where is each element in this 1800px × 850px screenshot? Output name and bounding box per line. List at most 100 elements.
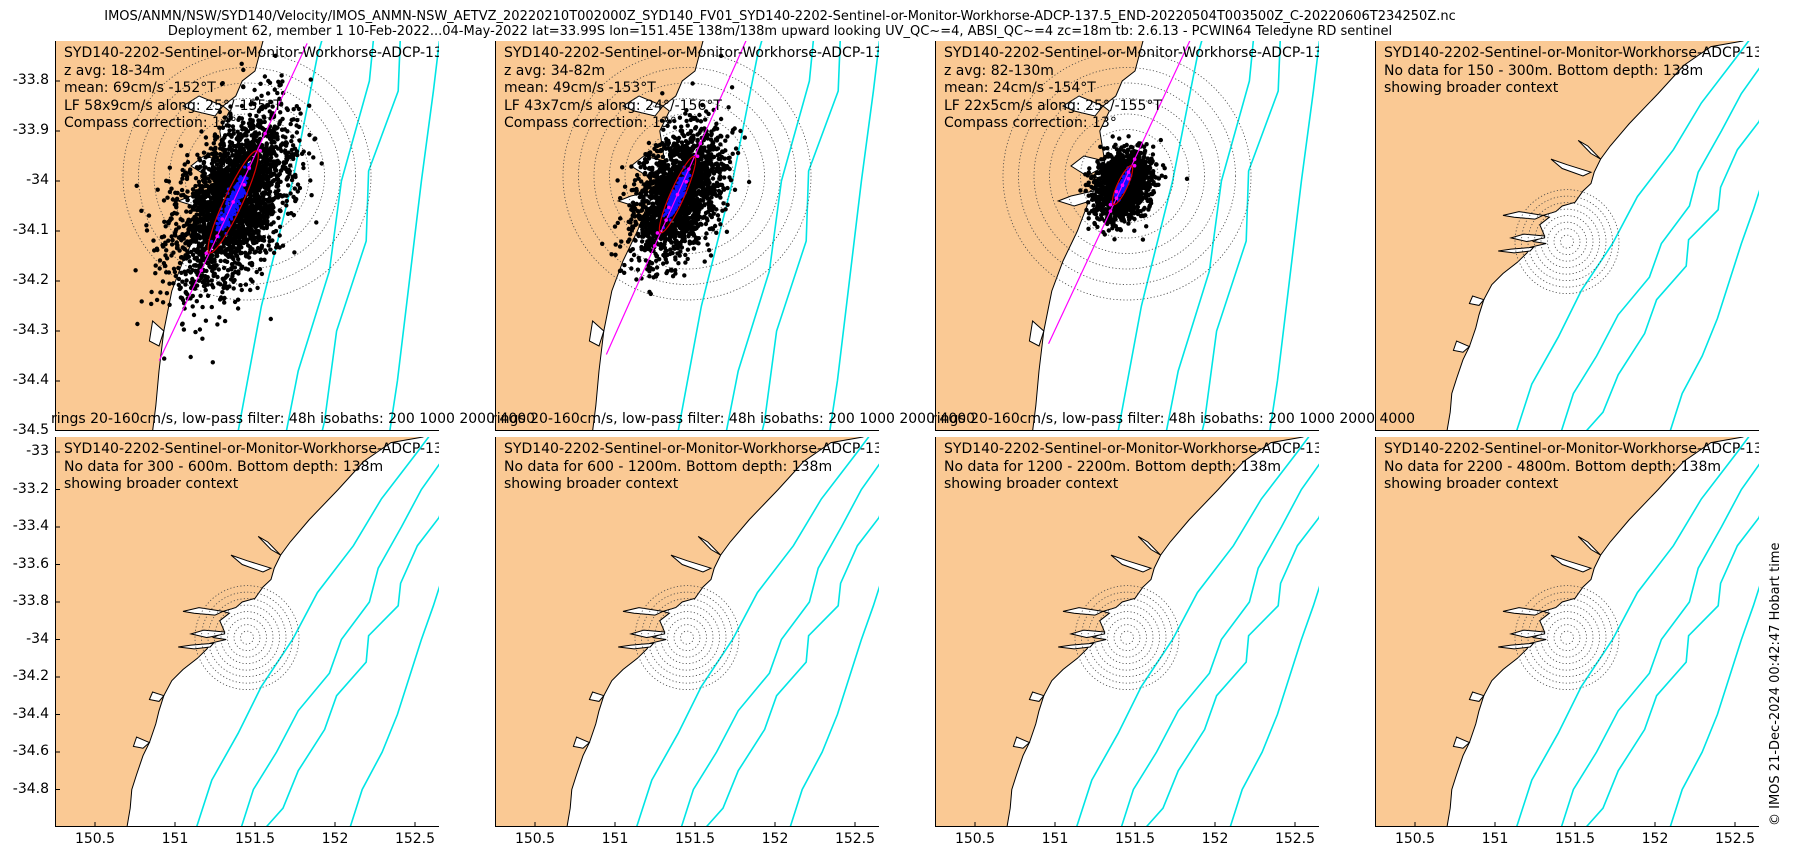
copyright-timestamp: © IMOS 21-Dec-2024 00:42:47 Hobart time [1768, 542, 1783, 826]
plot-svg [1375, 437, 1759, 827]
speed-ring-20cm-s [1560, 234, 1574, 249]
estuary-inlet [572, 736, 591, 749]
annotation: SYD140-2202-Sentinel-or-Monitor-Workhors… [944, 441, 1319, 494]
plot-svg [495, 41, 879, 431]
isobath-2000m [265, 515, 439, 827]
estuary-inlet [1061, 95, 1104, 117]
y-tick-label: -34.2 [12, 272, 49, 288]
isobath-2000m [1585, 119, 1759, 431]
x-tick-label: 150.5 [954, 831, 996, 847]
annotation-line: SYD140-2202-Sentinel-or-Monitor-Workhors… [1384, 441, 1759, 457]
panel-top-4: SYD140-2202-Sentinel-or-Monitor-Workhors… [1375, 41, 1759, 431]
y-tick-label: -34.6 [12, 743, 49, 759]
x-tick-label: 151.5 [674, 831, 716, 847]
estuary-inlet [1137, 535, 1161, 556]
x-tick-label: 150.5 [1394, 831, 1436, 847]
variance-ellipse [207, 150, 259, 254]
x-tick-label: 151 [161, 831, 189, 847]
speed-ring-60cm-s [1107, 617, 1147, 658]
speed-ring-40cm-s [1113, 624, 1141, 652]
y-tick-label: -34 [26, 630, 49, 647]
annotation: SYD140-2202-Sentinel-or-Monitor-Workhors… [64, 45, 439, 133]
speed-ring-20cm-s [1120, 630, 1134, 645]
annotation-line: Compass correction: 13° [504, 115, 677, 131]
isobath-4000m [828, 41, 879, 431]
axis-markers [652, 141, 703, 248]
speed-ring-100cm-s [214, 604, 280, 671]
annotation-line: mean: 49cm/s -153°T [504, 80, 656, 96]
x-tick-label: 152 [761, 831, 789, 847]
estuary-inlet [1498, 246, 1535, 254]
estuary-inlet [1502, 607, 1545, 616]
panel-top-2: SYD140-2202-Sentinel-or-Monitor-Workhors… [495, 41, 879, 431]
isobath-200m [635, 437, 870, 827]
annotation: SYD140-2202-Sentinel-or-Monitor-Workhors… [504, 45, 879, 133]
isobath-200m [1515, 41, 1750, 431]
annotation: SYD140-2202-Sentinel-or-Monitor-Workhors… [1384, 45, 1759, 98]
annotation-line: showing broader context [944, 476, 1119, 492]
panel-bottom-4: SYD140-2202-Sentinel-or-Monitor-Workhors… [1375, 437, 1759, 827]
isobath-2000m [1585, 515, 1759, 827]
y-tick-label: -34.4 [12, 372, 49, 388]
x-tick-label: 150.5 [74, 831, 116, 847]
speed-ring-60cm-s [1080, 129, 1174, 223]
y-tick-label: -33 [26, 443, 49, 459]
x-tick-label: 152.5 [1714, 831, 1756, 847]
variance-ellipse [658, 155, 697, 234]
x-tick-label: 151 [1041, 831, 1069, 847]
speed-ring-140cm-s [1081, 591, 1173, 684]
y-tick-label: -34.2 [12, 668, 49, 684]
speed-ring-60cm-s [1547, 221, 1587, 262]
isobath-4000m [1669, 585, 1759, 827]
estuary-inlet [621, 95, 664, 117]
speed-ring-160cm-s [1514, 585, 1620, 691]
x-tick-label: 152 [1641, 831, 1669, 847]
annotation-line: showing broader context [1384, 476, 1559, 492]
annotation-line: SYD140-2202-Sentinel-or-Monitor-Workhors… [64, 441, 439, 457]
land-area [495, 437, 864, 827]
rings-filter-footer: rings 20-160cm/s, low-pass filter: 48h i… [491, 411, 976, 427]
isobath-1000m [680, 463, 879, 827]
annotation-line: LF 43x7cm/s along: 24°/-156°T [504, 97, 722, 114]
annotation-line: mean: 24cm/s -154°T [944, 80, 1096, 96]
x-tick-label: 152 [321, 831, 349, 847]
isobath-1000m [725, 41, 815, 431]
y-tick-label: -33.6 [12, 555, 49, 572]
variance-ellipse [1111, 165, 1134, 206]
isobath-1000m [285, 41, 375, 431]
annotation-line: No data for 1200 - 2200m. Bottom depth: … [944, 458, 1281, 475]
estuary-inlet [148, 691, 165, 702]
speed-ring-80cm-s [1064, 113, 1190, 239]
isobath-4000m [1229, 585, 1319, 827]
rings-filter-footer: rings 20-160cm/s, low-pass filter: 48h i… [51, 411, 536, 427]
isobath-2000m [705, 515, 879, 827]
y-tick-label: -34.1 [12, 222, 49, 238]
speed-ring-160cm-s [634, 585, 740, 691]
annotation-line: SYD140-2202-Sentinel-or-Monitor-Workhors… [944, 45, 1319, 61]
x-tick-label: 151.5 [1554, 831, 1596, 847]
isobath-4000m [1669, 189, 1759, 431]
estuary-inlet [178, 642, 215, 650]
annotation-line: z avg: 82-130m [944, 62, 1054, 79]
speed-ring-20cm-s [240, 630, 254, 645]
estuary-inlet [1452, 340, 1471, 353]
annotation-line: No data for 300 - 600m. Bottom depth: 13… [64, 458, 384, 475]
speed-ring-140cm-s [1521, 195, 1613, 288]
speed-ring-80cm-s [624, 113, 750, 239]
axis-markers [199, 131, 267, 273]
speed-ring-120cm-s [1033, 82, 1221, 270]
annotation-line: No data for 600 - 1200m. Bottom depth: 1… [504, 458, 833, 475]
estuary-inlet [1468, 295, 1485, 306]
speed-ring-80cm-s [660, 611, 714, 665]
y-tick-label: -34.4 [12, 705, 49, 722]
y-tick-label: -33.4 [12, 518, 49, 534]
speed-ring-120cm-s [1087, 598, 1167, 678]
speed-ring-160cm-s [1074, 585, 1180, 691]
estuary-inlet [588, 320, 605, 347]
land-area [55, 437, 424, 827]
isobath-200m [1515, 437, 1750, 827]
figure-subtitle-line-2: Deployment 62, member 1 10-Feb-2022...04… [167, 24, 1393, 39]
annotation: SYD140-2202-Sentinel-or-Monitor-Workhors… [1384, 441, 1759, 494]
annotation: SYD140-2202-Sentinel-or-Monitor-Workhors… [944, 45, 1319, 133]
estuary-inlet [670, 554, 713, 573]
